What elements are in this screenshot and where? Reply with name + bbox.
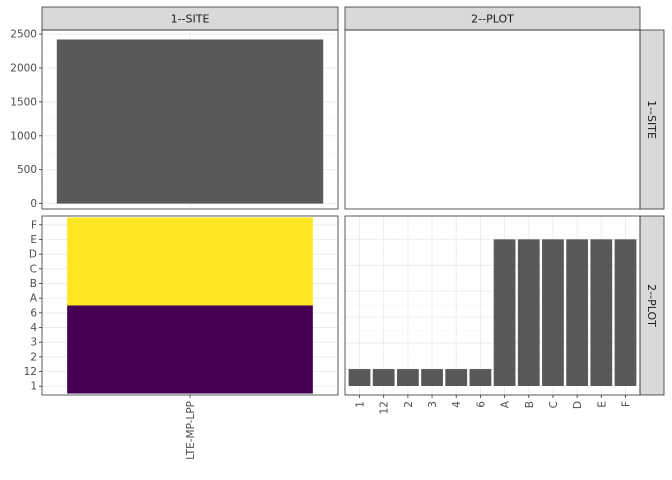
x-tick-label: D	[572, 401, 584, 409]
x-tick-label: 2	[403, 401, 415, 408]
y-tick-label: 0	[30, 198, 37, 210]
panel-border	[41, 29, 339, 210]
x-tick-label: E	[596, 401, 608, 408]
y-tick-label: D	[29, 249, 37, 261]
x-tick-label: 3	[427, 401, 439, 408]
bar	[590, 239, 613, 386]
stacked-segment	[67, 217, 313, 306]
y-tick-label: C	[30, 263, 37, 275]
row-strip-label: 2--PLOT	[645, 284, 658, 327]
y-tick-label: F	[31, 219, 37, 231]
x-tick-label: F	[620, 401, 632, 407]
bar	[348, 369, 371, 386]
x-tick-label: B	[524, 401, 536, 408]
stacked-segment	[67, 305, 313, 394]
y-tick-label: 2000	[10, 62, 37, 74]
bar	[469, 369, 492, 386]
y-tick-label: 1500	[10, 96, 37, 108]
panel-border	[344, 29, 641, 210]
y-tick-label: E	[30, 234, 37, 246]
bar	[372, 369, 395, 386]
y-tick-label: 4	[30, 322, 37, 334]
bar	[421, 369, 443, 386]
bar	[517, 239, 540, 386]
y-tick-label: 3	[30, 337, 37, 349]
y-tick-label: A	[30, 293, 38, 305]
bar	[56, 39, 324, 204]
x-tick-label: LTE-MP-LPP	[185, 401, 197, 460]
x-tick-label: 12	[379, 401, 391, 414]
row-strip-label: 1--SITE	[645, 100, 658, 139]
bar	[566, 239, 589, 386]
bar	[445, 369, 468, 386]
y-tick-label: 6	[30, 307, 37, 319]
y-tick-label: 12	[24, 366, 37, 378]
x-tick-label: 1	[355, 401, 367, 408]
bar	[614, 239, 637, 386]
bar	[493, 239, 516, 386]
y-tick-label: B	[30, 278, 37, 290]
row-strip	[639, 29, 665, 210]
bar	[396, 369, 419, 386]
y-tick-label: 500	[17, 164, 37, 176]
x-tick-label: 4	[451, 401, 463, 408]
y-tick-label: 2	[30, 351, 37, 363]
x-tick-label: A	[500, 400, 512, 408]
y-tick-label: 1000	[10, 130, 37, 142]
column-strip-label: 1--SITE	[171, 13, 210, 26]
column-strip-label: 2--PLOT	[471, 13, 514, 26]
panel-border	[41, 215, 339, 396]
panel-border	[344, 215, 641, 396]
y-tick-label: 2500	[10, 29, 37, 41]
y-tick-label: 1	[30, 381, 37, 393]
x-tick-label: 6	[475, 401, 487, 408]
bar	[542, 239, 564, 386]
x-tick-label: C	[548, 401, 560, 408]
